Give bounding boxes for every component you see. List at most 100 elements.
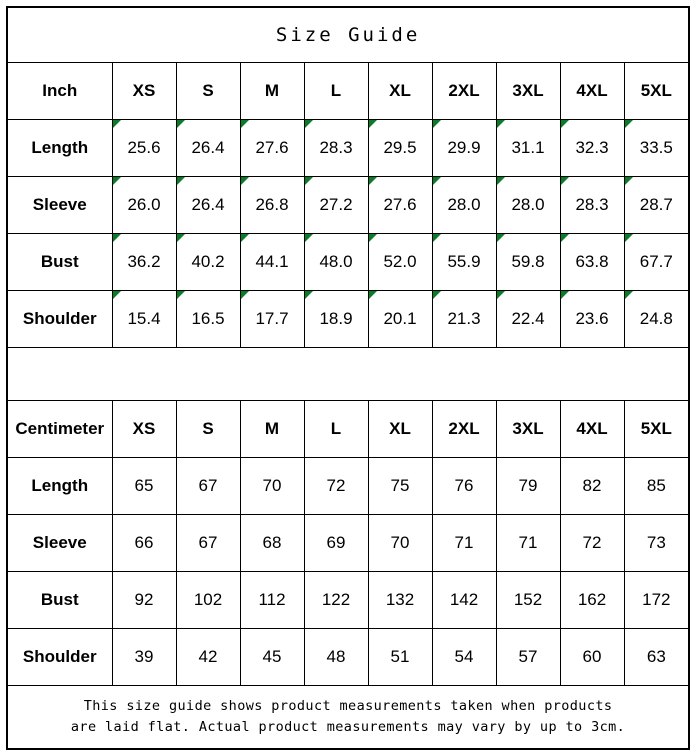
size-guide-note: This size guide shows product measuremen…	[6, 685, 690, 750]
measurement-cell: 48.0	[303, 233, 369, 291]
measurement-cell: 26.0	[111, 176, 177, 234]
measurement-cell: 26.4	[175, 176, 241, 234]
measurement-cell: 63.8	[559, 233, 625, 291]
measurement-cell: 28.0	[495, 176, 561, 234]
measurement-cell: 45	[239, 628, 305, 686]
measurement-cell: 28.0	[431, 176, 497, 234]
measurement-cell: 69	[303, 514, 369, 572]
row-label-length: Length	[6, 457, 113, 515]
measurement-cell: 32.3	[559, 119, 625, 177]
column-header-2xl: 2XL	[431, 400, 497, 458]
measurement-cell: 25.6	[111, 119, 177, 177]
measurement-cell: 33.5	[623, 119, 690, 177]
measurement-cell: 16.5	[175, 290, 241, 348]
table-row: Sleeve 26.0 26.4 26.8 27.2 27.6 28.0 28.0 28.3 28…	[6, 176, 690, 234]
measurement-cell: 26.4	[175, 119, 241, 177]
measurement-cell: 54	[431, 628, 497, 686]
unit-header: Centimeter	[6, 400, 113, 458]
measurement-cell: 85	[623, 457, 690, 515]
row-label-bust: Bust	[6, 571, 113, 629]
note-line2: are laid flat. Actual product measuremen…	[70, 719, 626, 735]
measurement-cell: 31.1	[495, 119, 561, 177]
title-row: Size Guide	[6, 6, 690, 63]
measurement-cell: 92	[111, 571, 177, 629]
column-header-l: L	[303, 62, 369, 120]
measurement-cell: 132	[367, 571, 433, 629]
measurement-cell: 73	[623, 514, 690, 572]
table-row: Length 65 67 70 72 75 76 79 82 85	[6, 457, 690, 515]
measurement-cell: 28.3	[303, 119, 369, 177]
measurement-cell: 59.8	[495, 233, 561, 291]
measurement-cell: 70	[239, 457, 305, 515]
row-label-length: Length	[6, 119, 113, 177]
column-header-s: S	[175, 62, 241, 120]
measurement-cell: 172	[623, 571, 690, 629]
measurement-cell: 72	[303, 457, 369, 515]
column-header-xs: XS	[111, 400, 177, 458]
column-header-l: L	[303, 400, 369, 458]
column-header-m: M	[239, 62, 305, 120]
measurement-cell: 22.4	[495, 290, 561, 348]
measurement-cell: 17.7	[239, 290, 305, 348]
column-header-3xl: 3XL	[495, 62, 561, 120]
measurement-cell: 72	[559, 514, 625, 572]
measurement-cell: 42	[175, 628, 241, 686]
note-row: This size guide shows product measuremen…	[6, 685, 690, 750]
measurement-cell: 27.6	[367, 176, 433, 234]
measurement-cell: 60	[559, 628, 625, 686]
measurement-cell: 82	[559, 457, 625, 515]
measurement-cell: 18.9	[303, 290, 369, 348]
measurement-cell: 71	[431, 514, 497, 572]
measurement-cell: 67	[175, 514, 241, 572]
measurement-cell: 67.7	[623, 233, 690, 291]
column-header-2xl: 2XL	[431, 62, 497, 120]
measurement-cell: 152	[495, 571, 561, 629]
table-spacer-row	[6, 347, 690, 401]
measurement-cell: 28.7	[623, 176, 690, 234]
measurement-cell: 27.2	[303, 176, 369, 234]
measurement-cell: 122	[303, 571, 369, 629]
size-guide-body: Size Guide Inch XS S M L XL 2XL 3XL 4XL 5XL Length…	[6, 6, 690, 750]
size-guide-table: Size Guide Inch XS S M L XL 2XL 3XL 4XL 5XL Length…	[6, 6, 691, 750]
measurement-cell: 21.3	[431, 290, 497, 348]
row-label-sleeve: Sleeve	[6, 514, 113, 572]
measurement-cell: 67	[175, 457, 241, 515]
measurement-cell: 112	[239, 571, 305, 629]
measurement-cell: 20.1	[367, 290, 433, 348]
header-row: Centimeter XS S M L XL 2XL 3XL 4XL 5XL	[6, 400, 690, 458]
column-header-3xl: 3XL	[495, 400, 561, 458]
measurement-cell: 70	[367, 514, 433, 572]
column-header-xs: XS	[111, 62, 177, 120]
measurement-cell: 27.6	[239, 119, 305, 177]
measurement-cell: 55.9	[431, 233, 497, 291]
table-row: Bust 92 102 112 122 132 142 152 162 172	[6, 571, 690, 629]
measurement-cell: 66	[111, 514, 177, 572]
measurement-cell: 36.2	[111, 233, 177, 291]
measurement-cell: 79	[495, 457, 561, 515]
measurement-cell: 29.9	[431, 119, 497, 177]
measurement-cell: 28.3	[559, 176, 625, 234]
note-line1: This size guide shows product measuremen…	[83, 698, 613, 714]
table-row: Bust 36.2 40.2 44.1 48.0 52.0 55.9 59.8 63.8 67.7	[6, 233, 690, 291]
measurement-cell: 26.8	[239, 176, 305, 234]
measurement-cell: 68	[239, 514, 305, 572]
row-label-shoulder: Shoulder	[6, 290, 113, 348]
page-title: Size Guide	[6, 6, 690, 63]
measurement-cell: 162	[559, 571, 625, 629]
measurement-cell: 44.1	[239, 233, 305, 291]
measurement-cell: 71	[495, 514, 561, 572]
measurement-cell: 52.0	[367, 233, 433, 291]
measurement-cell: 51	[367, 628, 433, 686]
table-row: Shoulder 39 42 45 48 51 54 57 60 63	[6, 628, 690, 686]
measurement-cell: 29.5	[367, 119, 433, 177]
table-row: Shoulder 15.4 16.5 17.7 18.9 20.1 21.3 22.4 23.6…	[6, 290, 690, 348]
row-label-sleeve: Sleeve	[6, 176, 113, 234]
size-guide-page: Size Guide Inch XS S M L XL 2XL 3XL 4XL 5XL Length…	[6, 6, 691, 750]
measurement-cell: 24.8	[623, 290, 690, 348]
column-header-xl: XL	[367, 400, 433, 458]
column-header-m: M	[239, 400, 305, 458]
measurement-cell: 39	[111, 628, 177, 686]
unit-header: Inch	[6, 62, 113, 120]
measurement-cell: 75	[367, 457, 433, 515]
row-label-bust: Bust	[6, 233, 113, 291]
